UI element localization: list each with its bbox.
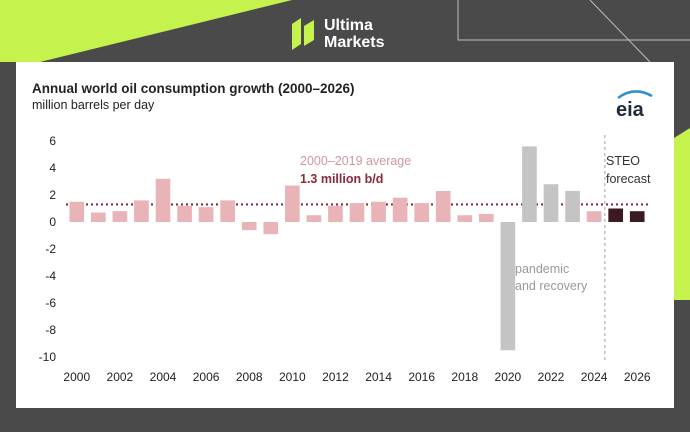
y-tick-label: 4 — [49, 161, 56, 175]
x-tick-label: 2012 — [322, 370, 349, 384]
bar-2026 — [629, 211, 645, 222]
bar-2009 — [263, 222, 279, 235]
bar-2008 — [241, 222, 257, 231]
average-label-line2: 1.3 million b/d — [300, 172, 383, 186]
bar-2006 — [198, 207, 214, 222]
y-tick-label: -8 — [45, 323, 56, 337]
background-green-band — [0, 0, 292, 62]
brand-name: Ultima Markets — [324, 17, 384, 51]
chart-title: Annual world oil consumption growth (200… — [32, 81, 355, 96]
y-tick-label: 2 — [49, 188, 56, 202]
background-green-band-right — [674, 128, 690, 300]
y-tick-label: -6 — [45, 296, 56, 310]
grid-layer — [66, 135, 648, 361]
bar-2021 — [522, 146, 537, 222]
annotation-layer: 2000–2019 average 1.3 million b/d pandem… — [300, 154, 651, 293]
chart-subtitle: million barrels per day — [32, 98, 155, 112]
bar-2011 — [306, 215, 322, 222]
bar-2012 — [328, 205, 343, 222]
bar-2017 — [435, 190, 451, 222]
chart-plot: 6 4 2 0 -2 -4 -6 -8 -10 2000 2002 2004 2006 2008 2010 2… — [39, 134, 651, 384]
eia-logo-text: eia — [616, 99, 645, 120]
bar-2000 — [69, 201, 85, 222]
x-tick-label: 2024 — [581, 370, 608, 384]
bar-2025 — [608, 208, 623, 222]
brand-header: Ultima Markets — [292, 14, 384, 54]
bar-2022 — [543, 184, 559, 222]
brand-name-line2: Markets — [324, 34, 385, 51]
y-tick-label: -2 — [45, 242, 56, 256]
x-tick-label: 2006 — [193, 370, 220, 384]
x-tick-label: 2022 — [538, 370, 565, 384]
eia-logo-icon: eia — [616, 90, 653, 120]
y-tick-label: 6 — [49, 134, 56, 148]
background-line-diagonal — [589, 0, 651, 63]
chart-card: Annual world oil consumption growth (200… — [16, 62, 674, 408]
pandemic-label-line1: pandemic — [515, 262, 569, 276]
x-tick-label: 2008 — [236, 370, 263, 384]
bar-2019 — [479, 213, 494, 222]
x-tick-label: 2014 — [365, 370, 392, 384]
bar-2024 — [586, 211, 602, 222]
background-line-decoration — [457, 0, 690, 41]
x-tick-label: 2020 — [495, 370, 522, 384]
bar-2004 — [155, 178, 171, 222]
brand-name-line1: Ultima — [324, 17, 373, 34]
x-tick-label: 2010 — [279, 370, 306, 384]
x-tick-label: 2000 — [63, 370, 90, 384]
bars-layer — [69, 146, 645, 351]
bar-2013 — [349, 203, 365, 222]
bar-2003 — [134, 200, 149, 222]
bar-2018 — [457, 215, 473, 222]
x-tick-label: 2018 — [451, 370, 478, 384]
bar-2005 — [177, 205, 192, 222]
bar-2010 — [285, 185, 300, 222]
y-tick-label: -4 — [45, 269, 56, 283]
bar-2020 — [500, 222, 516, 351]
average-label-line1: 2000–2019 average — [300, 154, 411, 168]
bar-2007 — [220, 200, 235, 222]
ultima-logo-icon — [292, 18, 314, 50]
x-tick-label: 2016 — [408, 370, 435, 384]
y-tick-label: -10 — [39, 350, 57, 364]
bar-2015 — [392, 197, 408, 222]
forecast-label-line1: STEO — [606, 154, 640, 168]
x-tick-label: 2002 — [107, 370, 134, 384]
ticks-layer: 6 4 2 0 -2 -4 -6 -8 -10 2000 2002 2004 2006 2008 2010 2… — [39, 134, 651, 384]
x-tick-label: 2004 — [150, 370, 177, 384]
bar-2023 — [565, 190, 580, 222]
x-tick-label: 2026 — [624, 370, 651, 384]
bar-2016 — [414, 203, 429, 222]
forecast-label-line2: forecast — [606, 172, 651, 186]
bar-2001 — [91, 212, 106, 222]
bar-2014 — [371, 201, 386, 222]
bar-2002 — [112, 211, 128, 222]
y-tick-label: 0 — [49, 215, 56, 229]
pandemic-label-line2: and recovery — [515, 279, 588, 293]
